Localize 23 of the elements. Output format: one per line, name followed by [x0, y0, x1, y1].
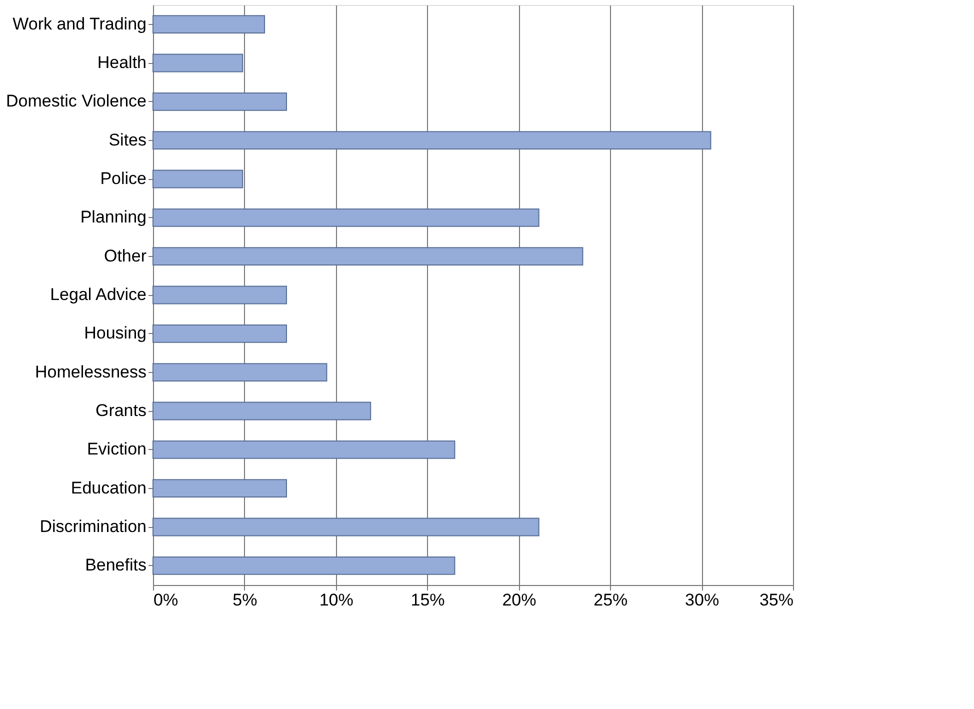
x-tick-label: 30% [685, 590, 720, 610]
y-tick-label: Legal Advice [50, 285, 146, 304]
x-tick-label: 20% [502, 590, 536, 610]
x-tick-label: 15% [410, 590, 445, 610]
y-tick-label: Discrimination [40, 517, 146, 536]
y-tick-label: Other [104, 246, 147, 266]
y-tick-label: Grants [95, 401, 146, 420]
x-tick-label: 10% [319, 590, 354, 610]
y-tick-label: Health [97, 53, 146, 72]
y-tick-label: Housing [84, 324, 146, 343]
y-tick-label: Education [70, 478, 146, 498]
y-tick-label: Benefits [85, 556, 146, 575]
x-tick-label: 0% [154, 590, 178, 610]
x-tick-label: 35% [759, 590, 794, 610]
y-tick-label: Police [100, 169, 146, 188]
x-tick-label: 25% [594, 590, 628, 610]
y-tick-label: Eviction [86, 440, 146, 459]
y-tick-label: Homelessness [35, 362, 146, 382]
y-tick-label: Planning [80, 208, 146, 227]
y-tick-label: Domestic Violence [6, 92, 146, 111]
x-tick-label: 5% [232, 590, 258, 610]
y-tick-label: Sites [108, 130, 146, 150]
y-tick-label: Work and Trading [12, 14, 146, 34]
